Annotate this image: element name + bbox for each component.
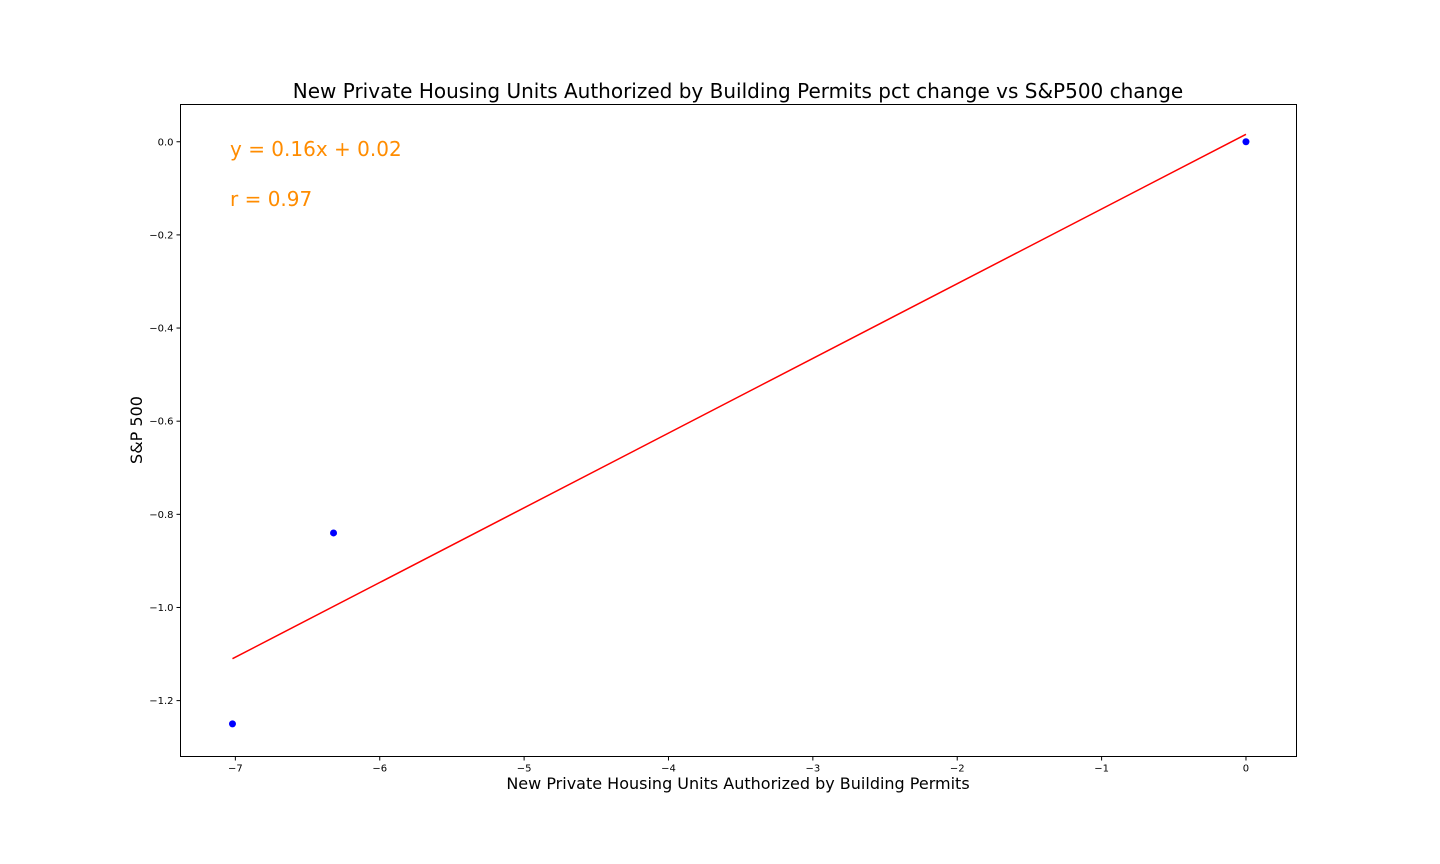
regression-equation-label: y = 0.16x + 0.02 [230,137,402,161]
x-axis-ticks: −7 −6 −5 −4 −3 −2 −1 0 [228,756,1249,775]
y-tick-label: 0.0 [158,137,174,148]
y-tick-label: −1.0 [149,603,173,614]
data-point [228,720,236,728]
y-tick-label: −0.2 [149,230,173,241]
data-point [1242,138,1250,146]
x-tick-label: −3 [805,764,820,775]
data-points [228,138,1250,728]
y-tick-label: −0.6 [149,417,173,428]
y-axis-label: S&P 500 [127,396,146,464]
y-tick-label: −1.2 [149,696,173,707]
chart-title: New Private Housing Units Authorized by … [293,79,1183,103]
x-tick-label: −1 [1094,764,1109,775]
x-tick-label: −5 [517,764,532,775]
y-axis-ticks: 0.0 −0.2 −0.4 −0.6 −0.8 −1.0 −1.2 [149,137,181,707]
plot-frame [180,104,1297,757]
x-tick-label: −2 [950,764,965,775]
y-tick-label: −0.4 [149,324,173,335]
y-tick-label: −0.8 [149,510,173,521]
x-tick-label: −6 [372,764,387,775]
x-tick-label: −4 [661,764,676,775]
x-tick-label: 0 [1243,764,1249,775]
x-tick-label: −7 [228,764,243,775]
regression-line [232,133,1247,660]
data-point [330,529,338,537]
correlation-label: r = 0.97 [230,187,312,211]
x-axis-label: New Private Housing Units Authorized by … [506,774,969,793]
